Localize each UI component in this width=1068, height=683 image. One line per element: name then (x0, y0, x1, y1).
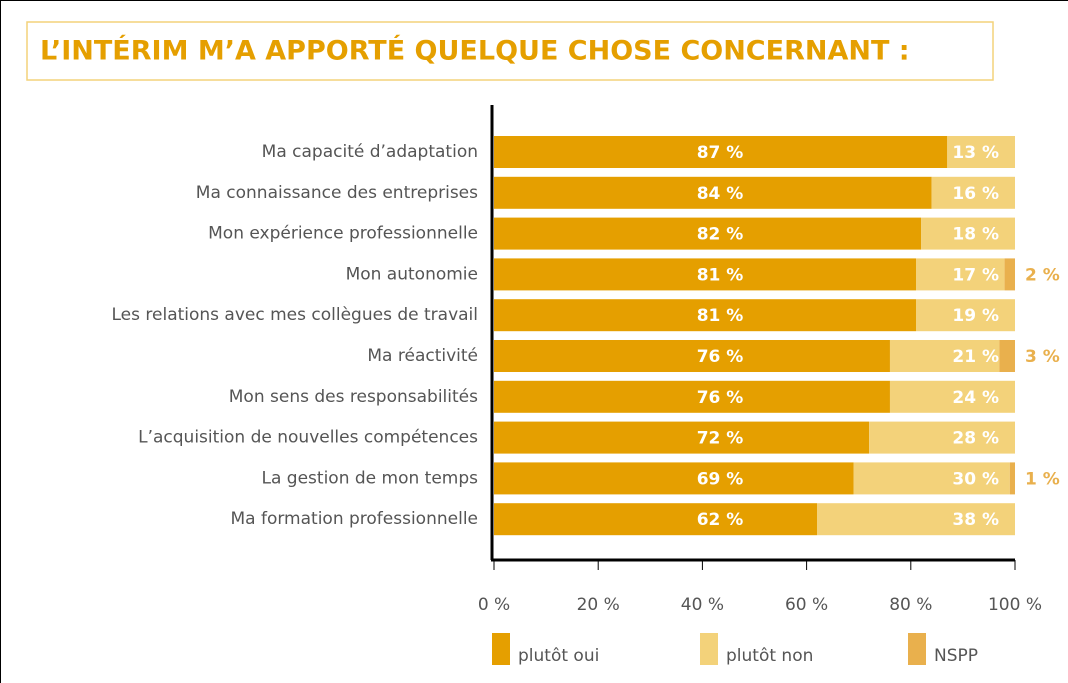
value-label: 2 % (1025, 265, 1060, 285)
value-label: 69 % (697, 469, 744, 489)
x-tick-label: 60 % (785, 595, 828, 615)
bar-segment (494, 421, 870, 454)
bar-segment (1004, 258, 1015, 291)
category-label: L’acquisition de nouvelles compétences (138, 428, 478, 448)
bar-segment (494, 462, 854, 495)
x-tick-label: 40 % (681, 595, 724, 615)
legend-label: plutôt oui (518, 646, 599, 666)
value-label: 3 % (1025, 347, 1060, 367)
bar-segment (853, 462, 1010, 495)
category-label: Mon expérience professionnelle (208, 224, 478, 244)
value-label: 16 % (952, 184, 999, 204)
value-label: 38 % (952, 510, 999, 530)
bar-segment (916, 299, 1015, 332)
value-label: 72 % (697, 429, 744, 449)
bar-segment (494, 340, 890, 372)
legend-swatch (700, 633, 718, 665)
bar-segment (1009, 462, 1015, 495)
bar-segment (889, 380, 1015, 413)
chart-title: L’INTÉRIM M’A APPORTÉ QUELQUE CHOSE CONC… (40, 35, 910, 67)
category-label: Ma réactivité (367, 346, 478, 366)
bar-segment (817, 503, 1015, 536)
value-label: 76 % (697, 347, 744, 367)
bar-segment (494, 176, 932, 209)
category-label: Mon sens des responsabilités (229, 387, 478, 407)
value-label: 82 % (697, 225, 744, 245)
value-label: 30 % (952, 469, 999, 489)
bar-segment (947, 136, 1015, 168)
bar-segment (889, 340, 1000, 372)
category-label: Mon autonomie (346, 264, 478, 284)
value-label: 81 % (697, 265, 744, 285)
bar-segment (494, 136, 948, 168)
value-label: 1 % (1025, 469, 1060, 489)
legend-swatch (908, 633, 926, 665)
bar-segment (494, 503, 818, 536)
title-box (26, 21, 994, 81)
bar-segment (494, 299, 917, 332)
category-label: Ma formation professionnelle (230, 509, 478, 529)
x-tick-label: 100 % (988, 595, 1042, 615)
bar-segment (869, 421, 1015, 454)
legend-swatch (492, 633, 510, 665)
value-label: 17 % (952, 265, 999, 285)
bar-segment (916, 258, 1005, 291)
value-label: 87 % (697, 143, 744, 163)
value-label: 21 % (952, 347, 999, 367)
legend-label: plutôt non (726, 646, 813, 666)
bar-segment (494, 217, 922, 250)
category-label: Ma connaissance des entreprises (196, 183, 478, 203)
value-label: 76 % (697, 388, 744, 408)
category-label: La gestion de mon temps (262, 468, 479, 488)
bar-segment (494, 258, 917, 291)
x-tick-label: 20 % (577, 595, 620, 615)
value-label: 18 % (952, 225, 999, 245)
value-label: 13 % (952, 143, 999, 163)
category-label: Ma capacité d’adaptation (262, 142, 478, 162)
value-label: 28 % (952, 429, 999, 449)
value-label: 62 % (697, 510, 744, 530)
bar-segment (999, 340, 1015, 372)
value-label: 84 % (697, 184, 744, 204)
bar-segment (921, 217, 1015, 250)
category-label: Les relations avec mes collègues de trav… (112, 305, 479, 325)
bar-segment (494, 380, 890, 413)
value-label: 19 % (952, 306, 999, 326)
x-tick-label: 0 % (478, 595, 510, 615)
value-label: 24 % (952, 388, 999, 408)
bar-segment (931, 176, 1015, 209)
x-tick-label: 80 % (889, 595, 932, 615)
legend-label: NSPP (934, 646, 978, 666)
value-label: 81 % (697, 306, 744, 326)
